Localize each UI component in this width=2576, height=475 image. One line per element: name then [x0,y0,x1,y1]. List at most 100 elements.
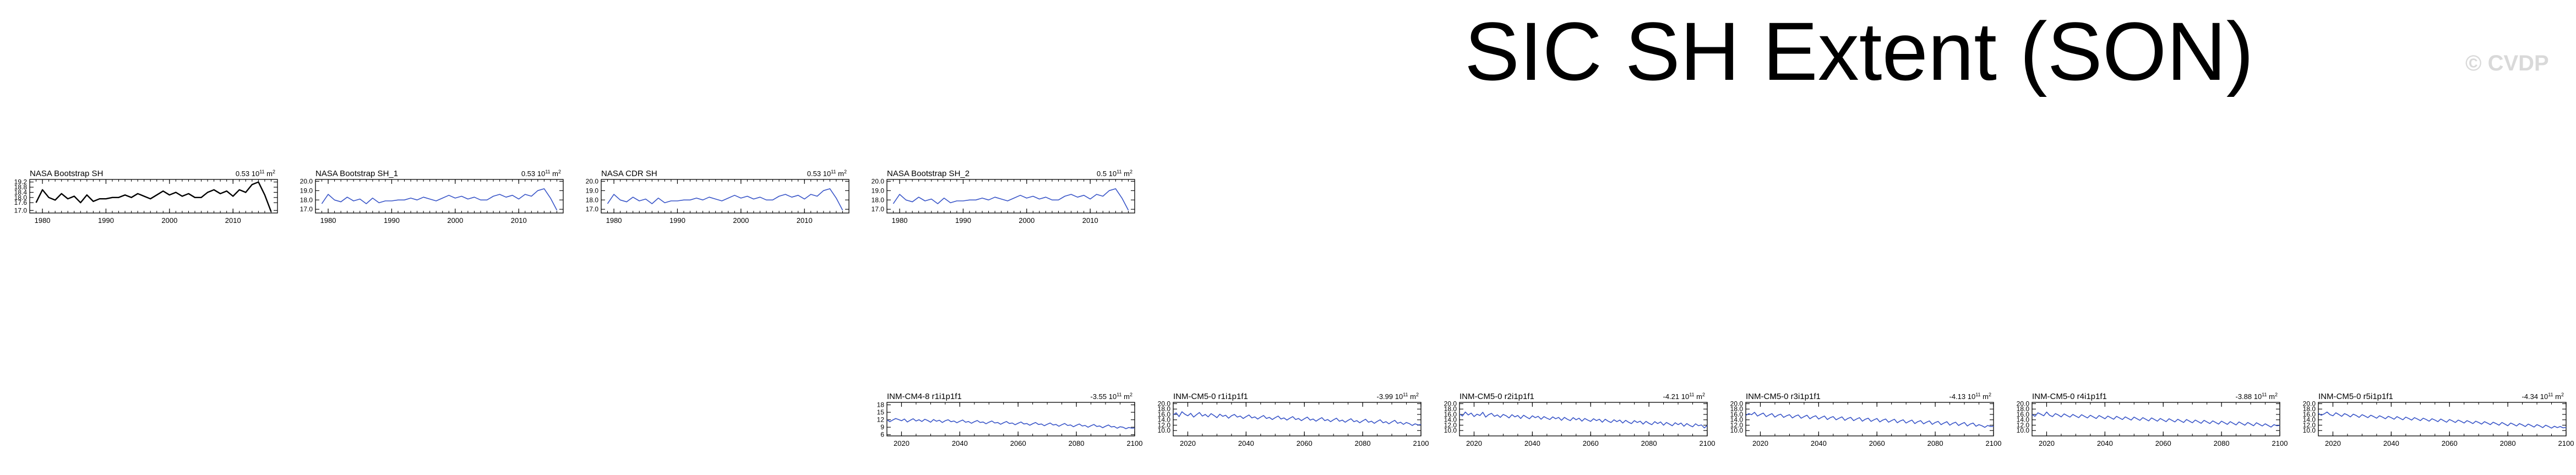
x-tick-label: 1980 [35,216,51,225]
y-tick-label: 12.0 [1444,421,1457,429]
x-tick-label: 1980 [606,216,622,225]
x-tick-label: 2010 [1082,216,1098,225]
y-tick-label: 20.0 [300,177,313,185]
x-tick-label: 2040 [1524,439,1540,447]
y-tick-label: 20.0 [2017,400,2030,407]
y-tick-label: 17.6 [14,199,28,206]
y-tick-label: 12 [877,416,885,424]
x-tick-label: 2100 [1413,439,1429,447]
x-tick-label: 1990 [955,216,971,225]
y-tick-label: 18.0 [586,196,599,204]
panel-title: NASA CDR SH [601,169,657,178]
trend-label: -4.34 1011 m2 [2521,392,2564,401]
series-line [607,188,843,211]
cvdp-watermark: © CVDP [2465,51,2549,75]
y-tick-label: 10.0 [2017,427,2030,434]
y-tick-label: 19.2 [14,178,28,186]
series-line [892,188,1129,211]
y-tick-label: 16.0 [2303,411,2316,418]
y-tick-label: 18.0 [1444,405,1457,413]
series-line [1173,411,1422,426]
y-tick-label: 16.0 [1158,411,1171,418]
x-tick-label: 2020 [1466,439,1482,447]
y-tick-label: 18.0 [300,196,313,204]
x-tick-label: 2100 [2558,439,2574,447]
series-line [2318,411,2567,429]
y-tick-label: 10.0 [2303,427,2316,434]
y-tick-label: 9 [880,423,884,431]
y-tick-label: 12.0 [2303,421,2316,429]
plot-frame [2318,402,2567,436]
x-tick-label: 2100 [1986,439,2002,447]
y-tick-label: 6 [880,431,884,439]
x-tick-label: 2040 [1811,439,1827,447]
y-tick-label: 15 [877,408,885,416]
panel-title: INM-CM5-0 r2i1p1f1 [1459,392,1534,401]
trend-label: -3.99 1011 m2 [1376,392,1419,401]
trend-label: -4.21 1011 m2 [1663,392,1705,401]
x-tick-label: 2040 [952,439,968,447]
y-tick-label: 12.0 [2017,421,2030,429]
x-tick-label: 2060 [1869,439,1885,447]
chart-panel-3: NASA CDR SH 0.53 1011 m2 1980 1990 2000 2010 1… [586,169,849,225]
y-tick-label: 18.0 [2303,405,2316,413]
y-tick-label: 14.0 [2303,416,2316,424]
chart-panel-7: INM-CM5-0 r2i1p1f1 -4.21 1011 m2 2020 2040 2… [1444,392,1715,447]
y-tick-label: 10.0 [1444,427,1457,434]
y-tick-label: 20.0 [872,177,885,185]
panel-title: INM-CM4-8 r1i1p1f1 [887,392,962,401]
y-tick-label: 10.0 [1730,427,1744,434]
series-line [321,188,558,211]
x-tick-label: 2010 [797,216,813,225]
y-tick-label: 14.0 [1158,416,1171,424]
y-tick-label: 18.8 [14,183,28,191]
y-tick-label: 20.0 [1444,400,1457,407]
x-tick-label: 2000 [447,216,463,225]
chart-panel-9: INM-CM5-0 r4i1p1f1 -3.88 1011 m2 2020 2040 2… [2017,392,2288,447]
x-tick-label: 2020 [894,439,910,447]
x-tick-label: 2020 [2325,439,2341,447]
panel-title: NASA Bootstrap SH [30,169,103,178]
y-tick-label: 20.0 [2303,400,2316,407]
x-tick-label: 2080 [1927,439,1943,447]
y-tick-label: 18.0 [2017,405,2030,413]
y-tick-label: 18.0 [1730,405,1744,413]
panel-title: INM-CM5-0 r1i1p1f1 [1173,392,1248,401]
x-tick-label: 1990 [98,216,114,225]
chart-panel-1: NASA Bootstrap SH 0.53 1011 m2 1980 1990 200… [14,169,278,225]
x-tick-label: 2010 [511,216,527,225]
x-tick-label: 2020 [2039,439,2055,447]
x-tick-label: 2000 [1019,216,1034,225]
x-tick-label: 2080 [1069,439,1085,447]
x-tick-label: 1990 [384,216,400,225]
x-tick-label: 2100 [2272,439,2288,447]
page-title: SIC SH Extent (SON) [1464,5,2254,97]
plot-frame [886,179,1135,214]
x-tick-label: 2080 [2214,439,2230,447]
y-tick-label: 18.0 [1158,405,1171,413]
x-tick-label: 2060 [2442,439,2458,447]
plot-frame [601,179,849,214]
panel-title: INM-CM5-0 r3i1p1f1 [1746,392,1821,401]
y-tick-label: 17.0 [872,205,885,213]
x-tick-label: 2060 [1010,439,1026,447]
y-tick-label: 17.0 [300,205,313,213]
x-tick-label: 2060 [1583,439,1599,447]
x-tick-label: 2000 [161,216,177,225]
trend-label: 0.5 1011 m2 [1097,169,1132,178]
y-tick-label: 14.0 [2017,416,2030,424]
y-tick-label: 17.0 [586,205,599,213]
y-tick-label: 17.0 [14,206,28,214]
x-tick-label: 2020 [1180,439,1196,447]
x-tick-label: 2010 [225,216,241,225]
x-tick-label: 2080 [2500,439,2516,447]
plot-frame [29,179,278,214]
chart-panel-4: NASA Bootstrap SH_2 0.5 1011 m2 1980 1990 20… [872,169,1135,225]
series-line [2032,411,2280,428]
plot-frame [886,402,1135,436]
x-tick-label: 2040 [1238,439,1254,447]
trend-label: 0.53 1011 m2 [521,169,561,178]
x-tick-label: 2040 [2383,439,2399,447]
panel-title: NASA Bootstrap SH_2 [887,169,970,178]
y-tick-label: 18 [877,401,885,409]
